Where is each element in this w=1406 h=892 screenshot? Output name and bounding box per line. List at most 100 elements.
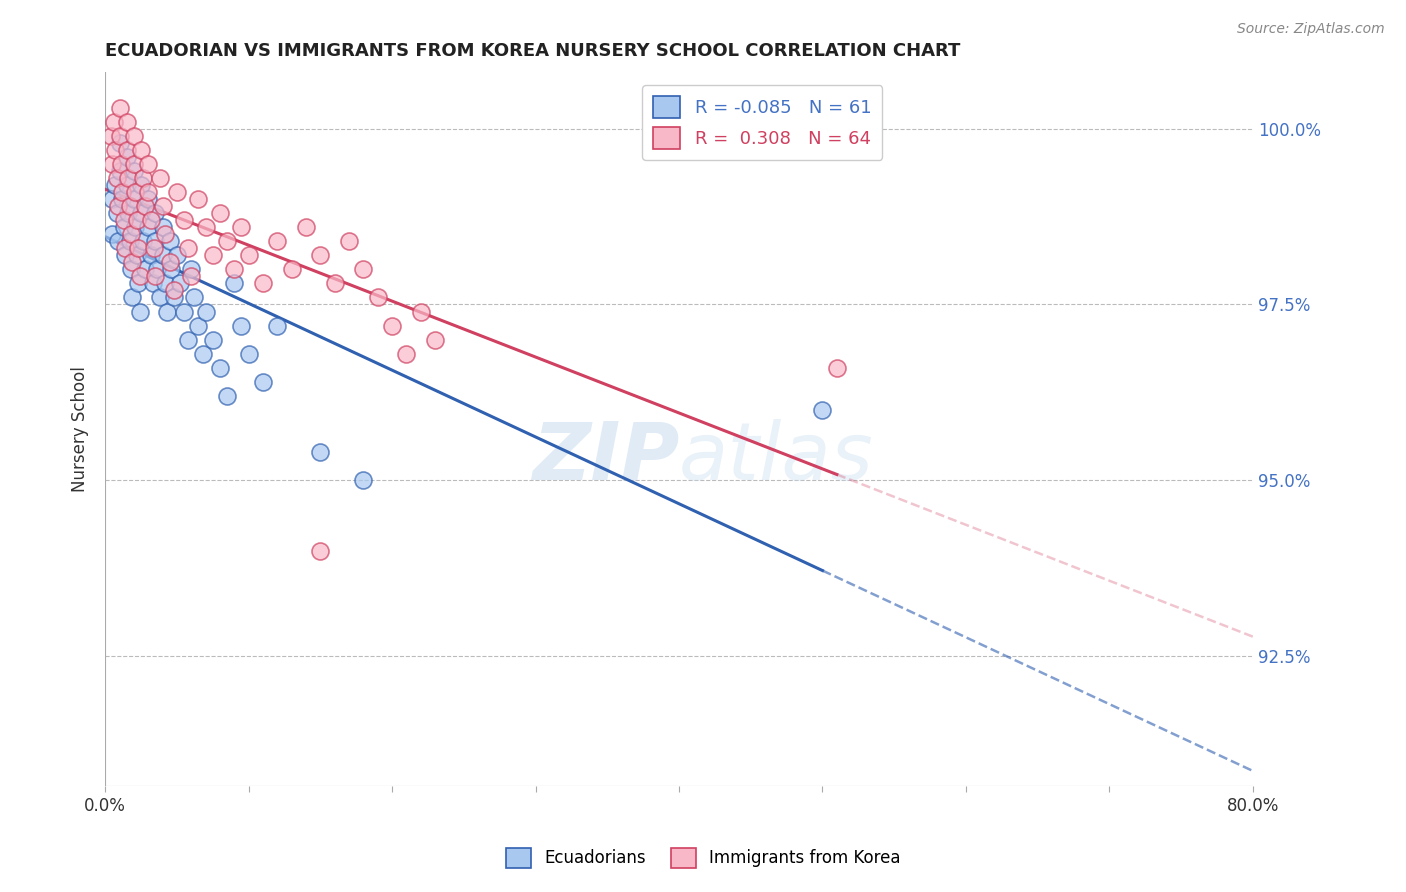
- Point: [120, 262, 142, 277]
- Point: [112, 213, 135, 227]
- Point: [156, 304, 179, 318]
- Point: [217, 234, 239, 248]
- Point: [108, 136, 131, 150]
- Point: [177, 333, 200, 347]
- Point: [173, 213, 195, 227]
- Point: [280, 262, 302, 277]
- Point: [127, 241, 149, 255]
- Point: [352, 473, 374, 487]
- Point: [122, 192, 145, 206]
- Point: [107, 234, 129, 248]
- Point: [114, 241, 136, 255]
- Point: [120, 227, 142, 242]
- Point: [103, 114, 125, 128]
- Point: [159, 234, 181, 248]
- Y-axis label: Nursery School: Nursery School: [72, 367, 89, 492]
- Point: [187, 318, 209, 333]
- Point: [128, 269, 150, 284]
- Point: [337, 234, 360, 248]
- Point: [825, 360, 848, 375]
- Point: [145, 206, 167, 220]
- Point: [105, 206, 128, 220]
- Point: [224, 277, 246, 291]
- Point: [160, 262, 183, 277]
- Point: [107, 199, 129, 213]
- Point: [173, 304, 195, 318]
- Text: ECUADORIAN VS IMMIGRANTS FROM KOREA NURSERY SCHOOL CORRELATION CHART: ECUADORIAN VS IMMIGRANTS FROM KOREA NURS…: [105, 42, 960, 60]
- Point: [177, 241, 200, 255]
- Legend: Ecuadorians, Immigrants from Korea: Ecuadorians, Immigrants from Korea: [499, 841, 907, 875]
- Point: [352, 262, 374, 277]
- Point: [149, 170, 172, 185]
- Point: [145, 234, 167, 248]
- Point: [169, 277, 191, 291]
- Point: [409, 304, 432, 318]
- Point: [395, 347, 418, 361]
- Point: [166, 185, 188, 199]
- Point: [145, 269, 167, 284]
- Point: [231, 318, 253, 333]
- Point: [117, 206, 139, 220]
- Point: [101, 192, 124, 206]
- Point: [811, 403, 834, 417]
- Point: [117, 170, 139, 185]
- Text: ZIP: ZIP: [531, 419, 679, 497]
- Point: [266, 318, 288, 333]
- Point: [152, 199, 174, 213]
- Point: [131, 170, 153, 185]
- Point: [381, 318, 404, 333]
- Point: [121, 255, 143, 269]
- Point: [129, 143, 152, 157]
- Point: [139, 248, 162, 262]
- Point: [180, 269, 202, 284]
- Point: [323, 277, 346, 291]
- Point: [309, 248, 332, 262]
- Point: [252, 375, 274, 389]
- Point: [136, 220, 159, 235]
- Point: [252, 277, 274, 291]
- Point: [129, 178, 152, 192]
- Point: [115, 143, 138, 157]
- Point: [118, 234, 141, 248]
- Point: [309, 543, 332, 558]
- Point: [115, 150, 138, 164]
- Point: [208, 360, 231, 375]
- Point: [136, 157, 159, 171]
- Point: [124, 185, 146, 199]
- Point: [108, 164, 131, 178]
- Point: [183, 290, 205, 304]
- Point: [194, 220, 217, 235]
- Point: [134, 262, 156, 277]
- Point: [136, 185, 159, 199]
- Point: [238, 347, 260, 361]
- Point: [100, 128, 122, 143]
- Point: [266, 234, 288, 248]
- Point: [159, 255, 181, 269]
- Point: [114, 248, 136, 262]
- Point: [152, 248, 174, 262]
- Point: [231, 220, 253, 235]
- Point: [191, 347, 214, 361]
- Point: [104, 178, 127, 192]
- Point: [127, 277, 149, 291]
- Point: [139, 213, 162, 227]
- Point: [155, 227, 177, 242]
- Point: [152, 220, 174, 235]
- Point: [163, 284, 186, 298]
- Point: [118, 199, 141, 213]
- Point: [112, 220, 135, 235]
- Text: atlas: atlas: [679, 419, 873, 497]
- Point: [104, 143, 127, 157]
- Point: [115, 114, 138, 128]
- Point: [217, 389, 239, 403]
- Text: Source: ZipAtlas.com: Source: ZipAtlas.com: [1237, 22, 1385, 37]
- Point: [122, 164, 145, 178]
- Point: [166, 248, 188, 262]
- Point: [110, 157, 132, 171]
- Point: [105, 170, 128, 185]
- Point: [108, 128, 131, 143]
- Point: [208, 206, 231, 220]
- Point: [238, 248, 260, 262]
- Point: [309, 445, 332, 459]
- Point: [136, 192, 159, 206]
